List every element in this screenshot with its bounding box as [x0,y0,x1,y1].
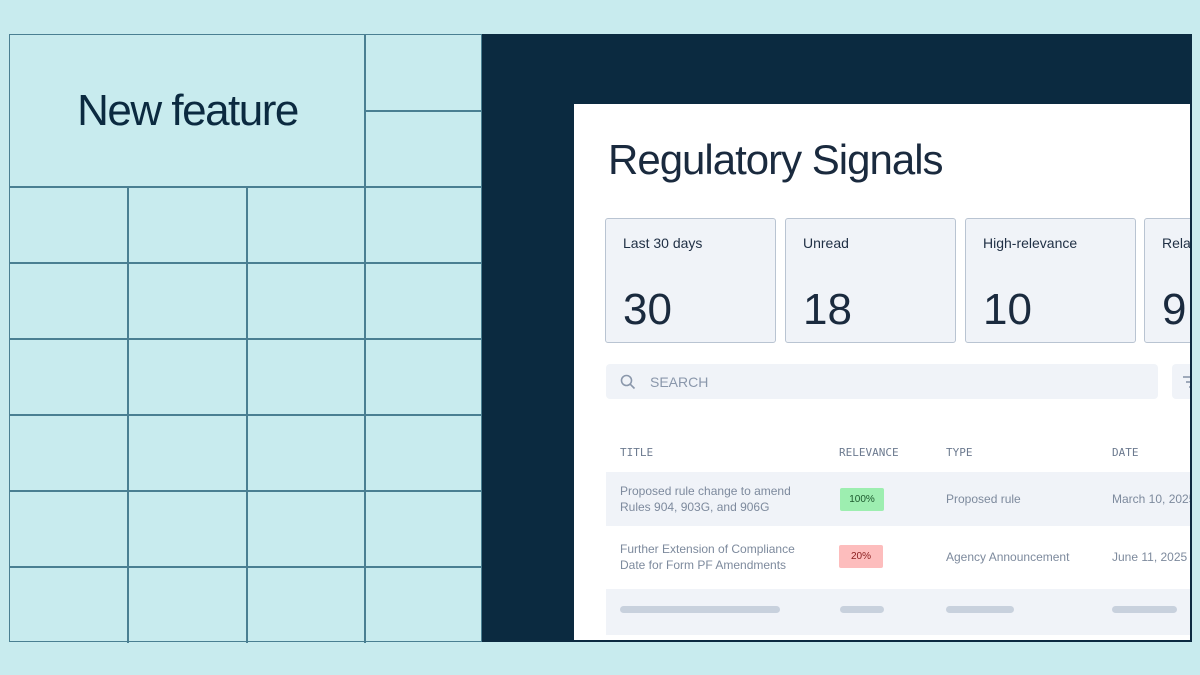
search-placeholder: SEARCH [650,374,709,390]
skeleton-bar [946,606,1014,613]
skeleton-bar [1112,606,1177,613]
row-title: Proposed rule change to amend Rules 904,… [620,484,791,514]
row-date: June 11, 2025 [1112,550,1188,564]
stat-value: 18 [803,285,852,334]
table-row-skeleton [606,589,1190,635]
stat-card-high-relevance[interactable]: High-relevance 10 [965,218,1136,343]
stat-label: High-relevance [983,235,1078,251]
row-date: March 10, 2025 [1112,492,1190,506]
stat-value: 30 [623,285,672,334]
relevance-badge: 100% [840,488,884,511]
column-header-date[interactable]: DATE [1112,446,1139,459]
column-header-title[interactable]: TITLE [620,446,654,459]
stat-label: Last 30 days [623,235,703,251]
page-title: Regulatory Signals [608,136,944,183]
row-title: Further Extension of Compliance Date for… [620,542,795,572]
row-type: Proposed rule [946,492,1021,506]
column-header-relevance[interactable]: RELEVANCE [839,446,899,459]
skeleton-bar [620,606,780,613]
stat-card-last-30-days[interactable]: Last 30 days 30 [605,218,776,343]
table-row[interactable]: Proposed rule change to amend Rules 904,… [606,472,1190,526]
headline: New feature [77,86,299,135]
filter-icon [1183,376,1190,388]
stat-card-related[interactable]: Rela 9 [1144,218,1190,343]
filter-button[interactable] [1172,364,1190,399]
search-input[interactable]: SEARCH [606,364,1158,399]
stat-label: Rela [1162,235,1190,251]
stat-value: 9 [1162,285,1187,334]
stat-label: Unread [803,235,849,251]
column-header-type[interactable]: TYPE [946,446,973,459]
stat-value: 10 [983,285,1032,334]
stat-card-unread[interactable]: Unread 18 [785,218,956,343]
decorative-grid: New feature [9,34,483,643]
app-window: Regulatory Signals Last 30 days 30 Unrea… [574,104,1190,640]
row-type: Agency Announcement [946,550,1070,564]
relevance-badge: 20% [839,545,883,568]
search-icon [620,374,636,390]
skeleton-bar [840,606,884,613]
table-row[interactable]: Further Extension of Compliance Date for… [606,529,1190,585]
